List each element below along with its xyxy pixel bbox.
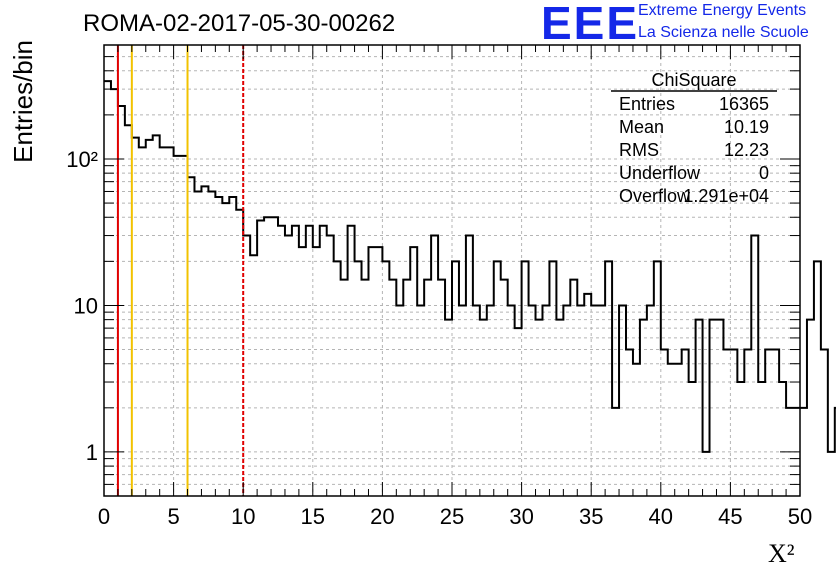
logo-line-1: Extreme Energy Events	[638, 2, 807, 19]
x-tick-label: 5	[167, 504, 179, 529]
y-tick-label: 10²	[66, 147, 98, 172]
y-tick-label: 1	[86, 440, 98, 465]
y-axis-title: Entries/bin	[8, 40, 38, 163]
logo-line-2: La Scienza nelle Scuole	[638, 24, 809, 41]
stats-label: Overflow	[619, 186, 691, 206]
x-tick-label: 25	[440, 504, 464, 529]
x-tick-label: 40	[649, 504, 673, 529]
stats-value: 16365	[719, 94, 769, 114]
stats-value: 12.23	[724, 140, 769, 160]
stats-value: 1.291e+04	[683, 186, 769, 206]
x-tick-label: 35	[579, 504, 603, 529]
stats-label: RMS	[619, 140, 659, 160]
stats-value: 10.19	[724, 117, 769, 137]
x-tick-label: 50	[788, 504, 812, 529]
stats-label: Entries	[619, 94, 675, 114]
x-tick-label: 20	[370, 504, 394, 529]
x-axis-title: X²	[768, 539, 795, 568]
x-tick-label: 30	[509, 504, 533, 529]
x-tick-label: 0	[98, 504, 110, 529]
eee-logo: EEE	[541, 0, 640, 49]
x-tick-label: 45	[718, 504, 742, 529]
stats-label: Underflow	[619, 163, 701, 183]
x-tick-label: 10	[231, 504, 255, 529]
run-title: ROMA-02-2017-05-30-00262	[83, 10, 396, 37]
x-tick-label: 15	[301, 504, 325, 529]
stats-value: 0	[759, 163, 769, 183]
stats-label: Mean	[619, 117, 664, 137]
y-tick-label: 10	[74, 293, 98, 318]
histogram-line	[104, 80, 836, 453]
stats-box-title: ChiSquare	[651, 70, 736, 90]
